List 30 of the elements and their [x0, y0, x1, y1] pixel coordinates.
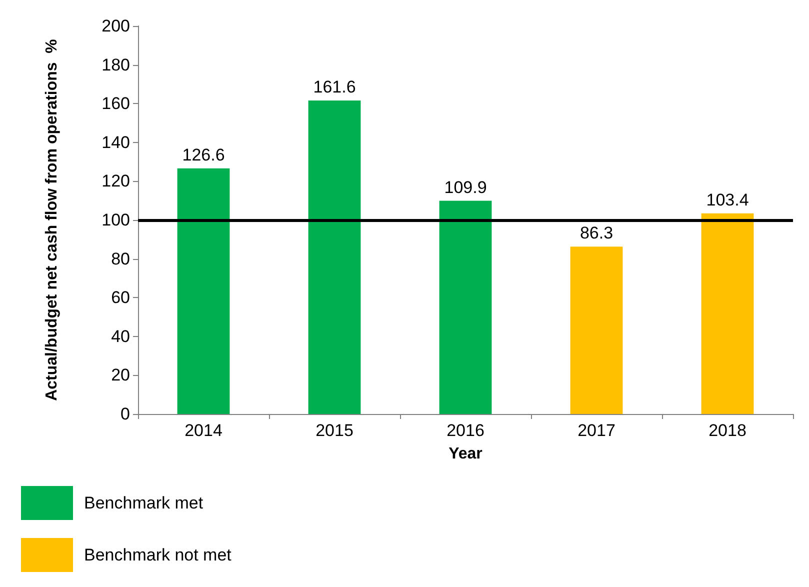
x-tick-label: 2015 — [316, 421, 354, 440]
x-axis-title: Year — [448, 446, 482, 462]
bar — [570, 246, 623, 414]
data-label: 126.6 — [182, 145, 225, 164]
x-tick-label: 2017 — [578, 421, 616, 440]
y-tick-label: 40 — [111, 326, 130, 346]
data-label: 103.4 — [706, 190, 749, 210]
data-label: 86.3 — [580, 224, 614, 243]
bar — [308, 100, 361, 414]
legend-label: Benchmark not met — [84, 546, 232, 564]
bar — [177, 168, 230, 414]
y-tick-label: 60 — [111, 288, 130, 308]
y-tick-label: 180 — [102, 55, 130, 74]
data-label: 161.6 — [313, 77, 356, 96]
y-tick-label: 160 — [102, 94, 130, 114]
x-tick-label: 2018 — [708, 421, 746, 440]
y-tick-label: 0 — [120, 404, 130, 424]
x-tick-label: 2014 — [184, 421, 222, 440]
y-tick-label: 80 — [111, 249, 130, 268]
y-tick-label: 200 — [102, 16, 130, 36]
y-tick-label: 120 — [102, 172, 130, 191]
y-tick-label: 20 — [111, 366, 130, 385]
bar — [701, 213, 754, 414]
legend-label: Benchmark met — [84, 494, 204, 512]
y-tick-label: 140 — [102, 132, 130, 152]
data-label: 109.9 — [444, 178, 487, 197]
x-tick-label: 2016 — [446, 421, 484, 440]
y-axis-title: Actual/budget net cash flow from operations % — [44, 39, 60, 401]
y-tick-label: 100 — [102, 210, 130, 230]
bar — [439, 200, 492, 414]
